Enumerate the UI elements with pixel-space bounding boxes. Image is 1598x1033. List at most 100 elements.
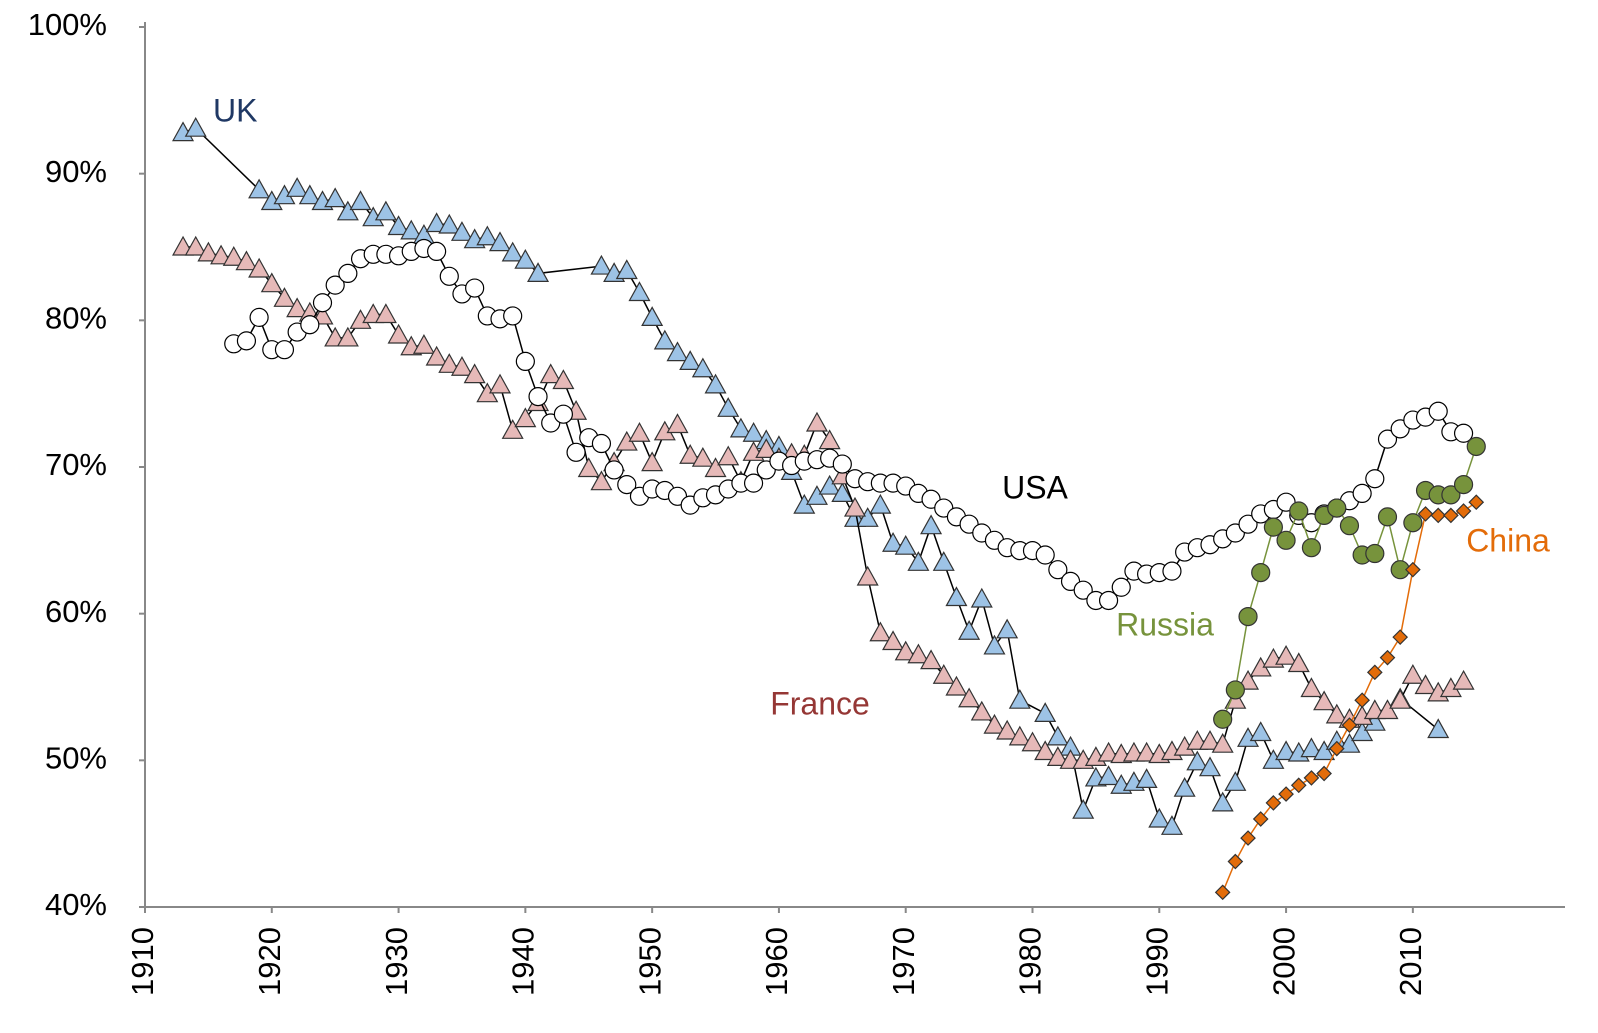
marker (983, 713, 1006, 734)
marker (945, 675, 968, 696)
marker (1313, 740, 1336, 761)
marker (1417, 506, 1434, 522)
marker (1097, 765, 1120, 786)
x-tick-label: 2000 (1266, 927, 1301, 996)
marker (235, 250, 258, 271)
marker (1008, 688, 1031, 709)
marker (248, 257, 271, 278)
marker (298, 184, 321, 205)
series-label: China (1466, 522, 1550, 558)
marker (679, 444, 702, 464)
marker (1265, 795, 1282, 811)
marker (945, 586, 968, 607)
marker (653, 329, 676, 350)
marker (1275, 740, 1298, 761)
marker (1173, 776, 1196, 797)
marker (488, 231, 512, 252)
marker (805, 411, 828, 432)
marker (273, 287, 296, 307)
marker (539, 363, 562, 384)
marker (439, 266, 459, 286)
marker (932, 551, 955, 571)
marker (1377, 429, 1398, 449)
marker (374, 303, 397, 324)
marker (1341, 717, 1358, 733)
marker (274, 340, 295, 360)
marker (615, 259, 638, 280)
marker (1428, 401, 1448, 421)
marker (1097, 741, 1120, 762)
marker (515, 351, 535, 371)
marker (286, 177, 309, 197)
x-tick-label: 1990 (1139, 927, 1174, 996)
marker (425, 345, 448, 366)
marker (1379, 649, 1396, 666)
marker (1392, 629, 1409, 645)
marker (970, 587, 993, 608)
x-tick-label: 1940 (506, 927, 541, 996)
marker (996, 618, 1019, 639)
marker (197, 241, 220, 262)
marker (501, 419, 524, 439)
marker (463, 363, 486, 384)
marker (503, 306, 523, 326)
y-tick-label: 90% (45, 154, 107, 189)
marker (1405, 561, 1421, 578)
marker (1453, 475, 1474, 495)
marker (1263, 517, 1283, 537)
marker (184, 235, 207, 256)
marker (1401, 664, 1424, 684)
marker (1389, 688, 1412, 709)
marker (1073, 580, 1093, 600)
marker (704, 457, 727, 478)
marker (1238, 514, 1258, 534)
marker (1278, 786, 1294, 802)
marker (249, 307, 269, 327)
marker (882, 630, 905, 651)
marker (286, 297, 309, 318)
marker (1198, 756, 1222, 777)
series-label: USA (1002, 469, 1068, 505)
marker (1276, 530, 1296, 550)
marker (1377, 507, 1398, 527)
marker (1468, 494, 1485, 511)
marker (1327, 498, 1347, 518)
marker (970, 700, 993, 721)
marker (604, 460, 624, 480)
marker (1328, 740, 1345, 757)
marker (1453, 423, 1474, 443)
y-tick-label: 50% (45, 741, 107, 776)
marker (831, 482, 854, 502)
marker (717, 397, 740, 417)
marker (996, 719, 1019, 740)
marker (248, 178, 271, 199)
marker (325, 275, 345, 295)
marker (1351, 721, 1374, 742)
marker (336, 200, 359, 221)
series-label: France (770, 685, 870, 721)
x-tick-label: 1910 (125, 927, 160, 996)
marker (1008, 725, 1031, 746)
marker (832, 454, 852, 474)
marker (717, 445, 740, 466)
marker (349, 190, 372, 211)
marker (1225, 680, 1245, 700)
marker (755, 438, 778, 458)
marker (932, 664, 955, 684)
marker (527, 262, 550, 282)
marker (1365, 469, 1385, 489)
marker (958, 687, 981, 708)
marker (1224, 771, 1247, 791)
marker (324, 187, 347, 208)
marker (236, 331, 257, 351)
marker (591, 433, 612, 454)
marker (983, 634, 1006, 655)
marker (1046, 725, 1069, 746)
marker (691, 357, 714, 378)
marker (1035, 545, 1055, 565)
marker (628, 281, 651, 302)
marker (1452, 669, 1475, 690)
marker (1046, 746, 1069, 767)
marker (882, 532, 905, 552)
marker (894, 640, 917, 661)
